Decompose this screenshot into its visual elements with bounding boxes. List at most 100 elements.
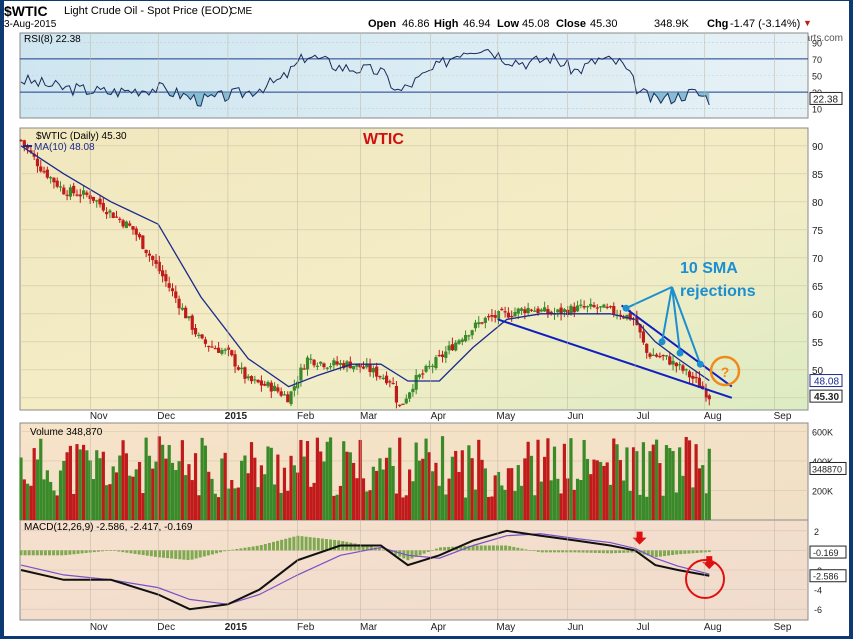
volume-bar [477, 439, 481, 520]
price-bar [407, 392, 412, 399]
macd-histogram-bar [206, 550, 210, 556]
price-bar [131, 226, 135, 230]
price-bar [384, 375, 389, 384]
price-bar [62, 187, 66, 195]
price-bar [42, 171, 46, 173]
price-bar [358, 363, 362, 368]
volume-bar [543, 456, 547, 520]
macd-tick-label: -6 [814, 605, 822, 615]
volume-bar [55, 495, 59, 520]
macd-histogram-bar [259, 545, 263, 551]
volume-bar [391, 465, 395, 520]
macd-histogram-bar [601, 550, 605, 554]
volume-bar [687, 440, 692, 520]
volume-bar [272, 484, 277, 520]
price-bar [22, 140, 26, 146]
volume-bar [411, 481, 415, 520]
macd-histogram-bar [418, 550, 422, 556]
volume-bar [602, 465, 606, 520]
volume-bar [701, 465, 705, 520]
volume-bar [664, 445, 669, 520]
macd-histogram-bar [56, 550, 60, 556]
volume-bar [589, 474, 593, 520]
volume-bar [75, 444, 79, 520]
volume-bar [365, 491, 369, 520]
rsi-last-value: 22.38 [813, 94, 838, 105]
price-bar [345, 361, 349, 368]
price-bar [427, 365, 431, 368]
volume-bar [671, 451, 675, 520]
price-bar [292, 386, 296, 391]
volume-bar [322, 461, 326, 520]
volume-bar [200, 437, 204, 520]
volume-bar [299, 440, 303, 520]
instrument-name: Light Crude Oil - Spot Price (EOD) [64, 5, 233, 17]
macd-histogram-bar [35, 550, 39, 556]
volume-bar [319, 451, 323, 520]
price-bar [622, 317, 626, 319]
volume-bar [516, 465, 520, 520]
volume-bar [697, 468, 702, 520]
upper-trendline [620, 304, 733, 388]
volume-bar [414, 442, 418, 520]
volume-bar [259, 465, 264, 520]
price-bar [559, 307, 563, 314]
volume-bar [174, 470, 178, 520]
volume-bar [407, 469, 412, 520]
volume-bar [210, 478, 214, 520]
macd-histogram-bar [695, 550, 699, 553]
volume-bar [213, 493, 217, 520]
macd-histogram-bar [467, 545, 471, 551]
volume-bar [605, 462, 609, 520]
price-bar [312, 359, 316, 366]
volume-bar [556, 478, 560, 520]
volume-bar [704, 493, 708, 520]
volume-layer: 600K 400K 200K 348870 [19, 427, 847, 520]
price-bar [177, 298, 181, 309]
rsi-tick-label: 90 [812, 38, 822, 48]
volume-bar [641, 442, 646, 520]
volume-bar [473, 489, 478, 520]
macd-histogram-bar [471, 545, 475, 551]
price-bar [694, 377, 698, 379]
macd-histogram-bar [365, 545, 369, 551]
macd-histogram-bar [198, 550, 202, 558]
price-bar [55, 180, 59, 187]
macd-histogram-bar [662, 550, 666, 557]
volume-bar [503, 489, 507, 520]
volume-bar [184, 475, 188, 520]
volume-bar [207, 471, 211, 520]
macd-histogram-bar [296, 535, 300, 551]
price-bar [361, 366, 366, 369]
volume-bar [493, 475, 497, 520]
price-bar [91, 196, 96, 201]
volume-bar [684, 436, 688, 520]
macd-histogram-bar [618, 550, 622, 553]
price-bar [200, 334, 204, 339]
price-bar [223, 349, 227, 351]
macd-histogram-bar [320, 538, 324, 551]
volume-bar [111, 466, 115, 520]
macd-histogram-bar [133, 550, 137, 554]
question-circle [709, 355, 741, 387]
price-bar [526, 307, 530, 314]
price-bar [467, 335, 471, 337]
volume-bar [608, 484, 613, 520]
volume-bar [582, 439, 586, 520]
price-bar [668, 356, 672, 365]
price-bar [269, 382, 273, 392]
price-bar [124, 221, 128, 229]
price-bar [105, 211, 109, 215]
price-bar [431, 365, 435, 368]
price-bar [582, 306, 586, 308]
price-bar [365, 364, 369, 368]
axis-layer: Nov Nov Dec Dec 2015 2015 Feb Feb Mar Mar Apr Apr Ma… [90, 34, 792, 633]
volume-bar [157, 436, 161, 520]
volume-bar [651, 444, 655, 520]
volume-bar [309, 486, 313, 520]
price-bar [249, 376, 254, 382]
macd-histogram-bar [491, 545, 495, 551]
low-label: Low [497, 18, 519, 30]
macd-histogram-bar [194, 550, 198, 559]
price-bar [599, 306, 603, 308]
